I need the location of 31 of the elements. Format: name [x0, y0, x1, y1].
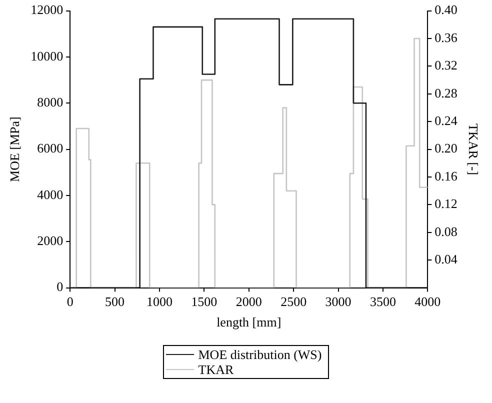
- y2-tick-label: 0.20: [434, 140, 458, 156]
- y-tick-label: 12000: [30, 2, 64, 18]
- x-tick-label: 1000: [146, 294, 172, 310]
- legend-label: MOE distribution (WS): [198, 347, 322, 362]
- y-tick-label: 4000: [37, 186, 64, 202]
- x-tick-label: 2500: [280, 294, 307, 310]
- y-tick-label: 6000: [37, 140, 64, 156]
- y2-axis-title: TKAR [-]: [466, 123, 481, 176]
- y2-tick-label: 0.04: [434, 252, 458, 267]
- y2-tick-label: 0.16: [434, 168, 458, 184]
- x-tick-label: 4000: [414, 294, 441, 310]
- y2-tick-label: 0.40: [434, 2, 458, 18]
- y2-tick-label: 0.36: [434, 30, 458, 45]
- x-tick-label: 500: [105, 294, 125, 310]
- x-tick-label: 3000: [325, 294, 352, 310]
- y2-tick-label: 0.28: [434, 85, 458, 100]
- y-tick-label: 8000: [37, 94, 64, 110]
- y-axis-title: MOE [MPa]: [7, 116, 22, 182]
- legend-label: TKAR: [198, 362, 234, 377]
- x-tick-label: 0: [66, 294, 74, 310]
- y2-tick-label: 0.12: [434, 196, 458, 212]
- y2-tick-label: 0.24: [434, 113, 458, 128]
- y-tick-label: 0: [56, 279, 64, 294]
- x-axis-title: length [mm]: [216, 314, 282, 330]
- y-tick-label: 10000: [30, 48, 64, 64]
- y2-tick-label: 0.32: [434, 58, 458, 73]
- x-tick-label: 2000: [236, 294, 262, 310]
- x-tick-label: 3500: [370, 294, 396, 310]
- y2-tick-label: 0.08: [434, 224, 458, 239]
- x-tick-label: 1500: [191, 294, 218, 310]
- y-tick-label: 2000: [37, 233, 64, 248]
